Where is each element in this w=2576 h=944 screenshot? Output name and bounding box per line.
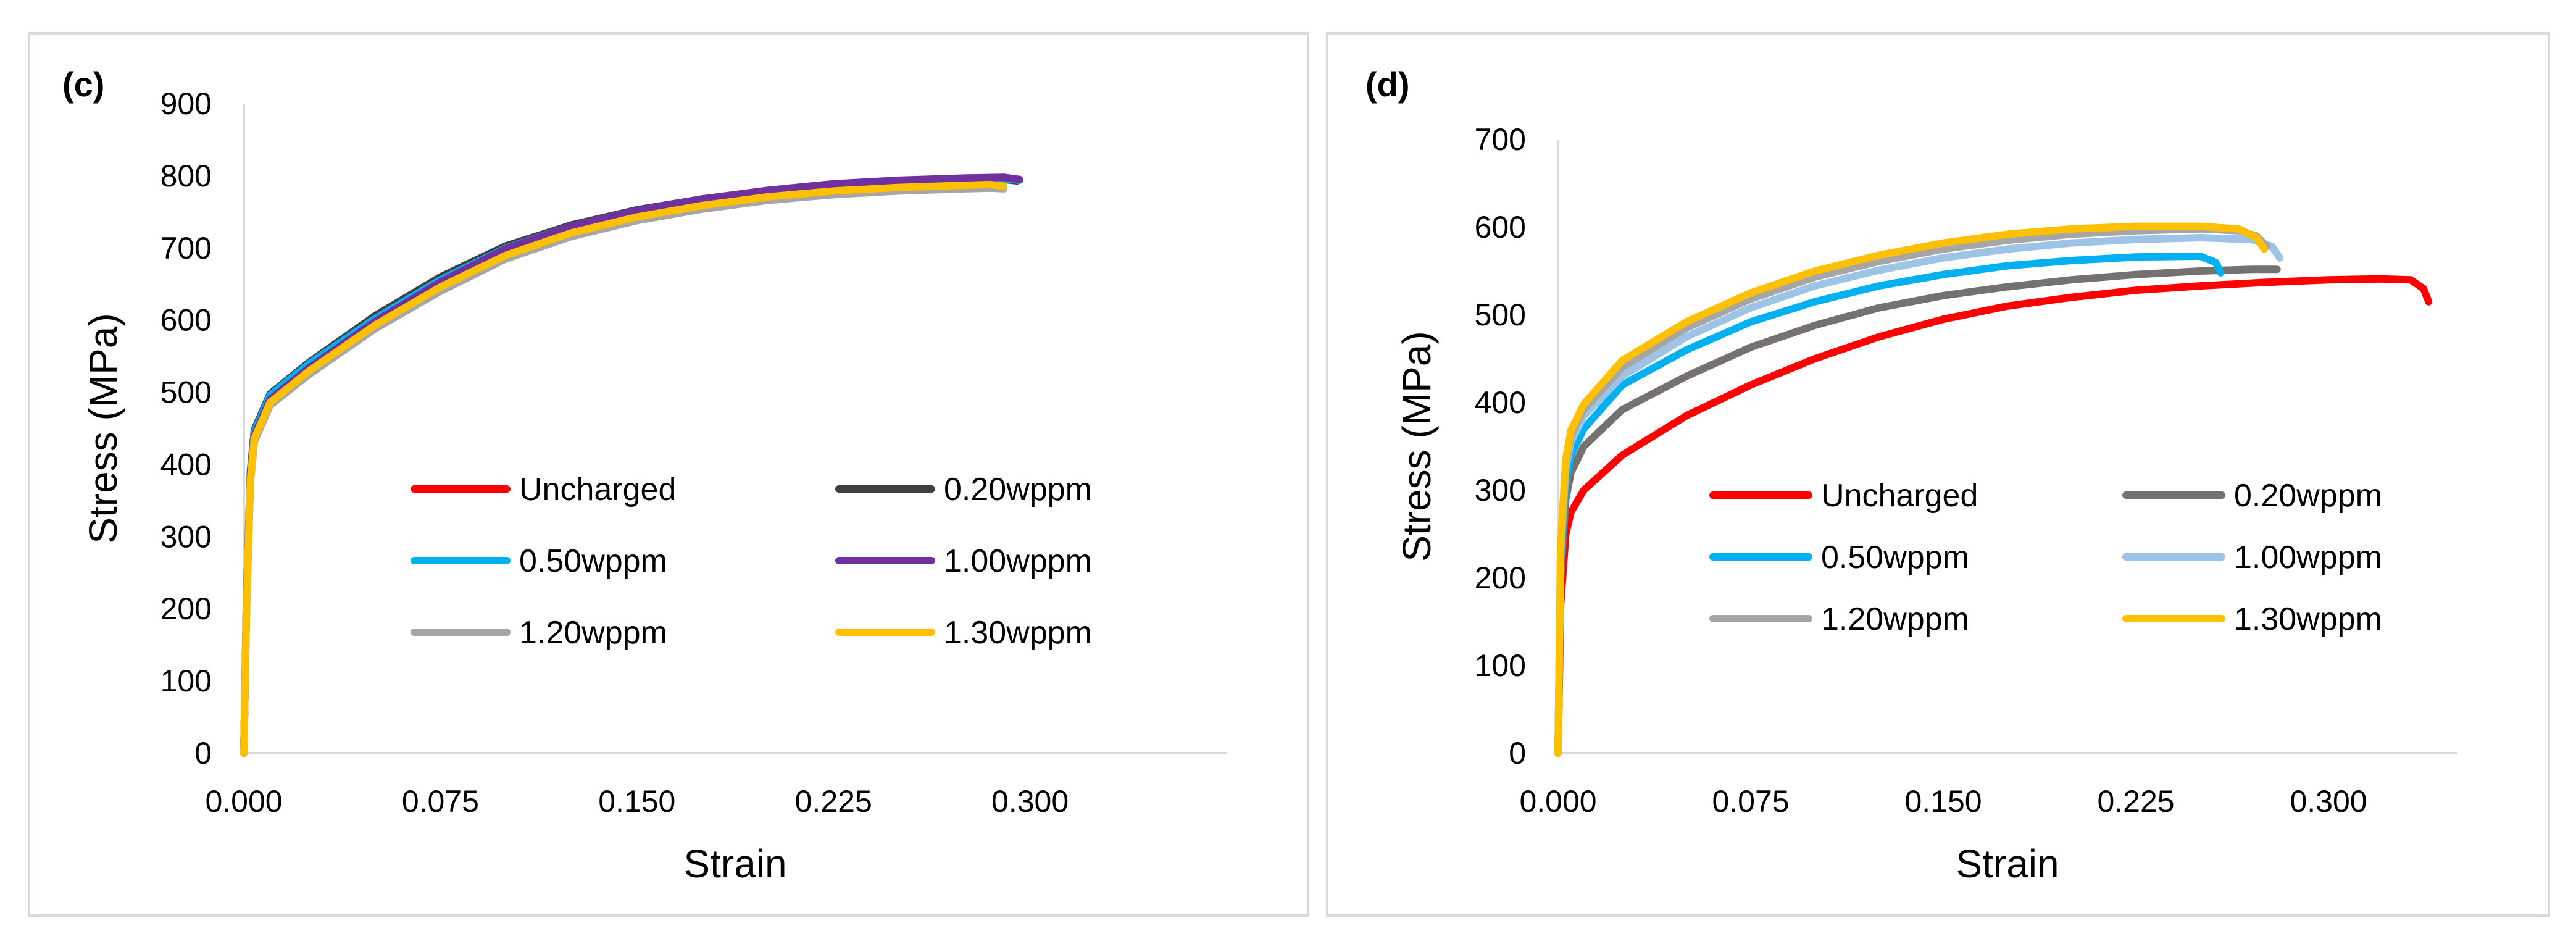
series-line-100wppm	[240, 173, 1023, 757]
x-tick-label: 0.225	[795, 784, 872, 819]
series-line-uncharged	[1554, 275, 2433, 757]
x-axis-title: Strain	[683, 842, 786, 886]
y-tick-label: 0	[194, 736, 212, 771]
series-line-130wppm	[1554, 222, 2268, 757]
chart-d-svg: (d) 0 100 200 300 400 500 600 700 0.000 0.075 0.150…	[1365, 65, 2457, 886]
legend-label: Uncharged	[519, 472, 676, 508]
x-tick-label: 0.000	[1519, 784, 1596, 819]
y-tick-label: 0	[1509, 736, 1526, 771]
legend-label: 0.50wppm	[519, 543, 667, 579]
y-tick-label: 500	[160, 375, 212, 410]
x-tick-label: 0.225	[2097, 784, 2174, 819]
series-line-130wppm	[240, 180, 1008, 757]
y-tick-label: 400	[160, 447, 212, 482]
series-line-uncharged	[240, 174, 1021, 757]
legend-label: 0.20wppm	[2234, 478, 2382, 514]
y-axis-title: Stress (MPa)	[1394, 331, 1439, 561]
panel-label-c: (c)	[62, 65, 104, 104]
series-line-120wppm	[240, 184, 1008, 757]
legend-label: 1.30wppm	[944, 615, 1092, 651]
y-tick-label: 200	[1475, 561, 1526, 595]
y-tick-label: 700	[1475, 122, 1526, 157]
chart-c-svg: (c) 0 100 200 300 400 500 600 700 800 900 0.000 0.07…	[62, 65, 1227, 886]
x-tick-label: 0.300	[991, 784, 1069, 819]
x-tick-label: 0.075	[402, 784, 479, 819]
y-tick-label: 100	[1475, 648, 1526, 683]
y-tick-label: 400	[1475, 385, 1526, 420]
x-tick-label: 0.300	[2290, 784, 2367, 819]
y-tick-label: 600	[160, 303, 212, 338]
x-tick-label: 0.075	[1712, 784, 1789, 819]
chart-panel-d: (d) 0 100 200 300 400 500 600 700 0.000 0.075 0.150…	[1326, 32, 2550, 917]
y-tick-label: 600	[1475, 210, 1526, 244]
y-tick-label: 500	[1475, 298, 1526, 332]
legend-label: 1.20wppm	[1821, 601, 1969, 637]
legend-label: Uncharged	[1821, 478, 1978, 514]
y-tick-label: 200	[160, 591, 212, 626]
y-tick-label: 300	[160, 519, 212, 554]
chart-panel-c: (c) 0 100 200 300 400 500 600 700 800 900 0.000 0.07…	[28, 32, 1309, 917]
y-tick-label: 800	[160, 159, 212, 193]
y-tick-label: 100	[160, 664, 212, 698]
panel-label-d: (d)	[1365, 65, 1410, 104]
x-tick-label: 0.150	[598, 784, 675, 819]
legend-label: 0.50wppm	[1821, 540, 1969, 575]
legend-label: 1.20wppm	[519, 615, 667, 651]
legend-label: 1.30wppm	[2234, 601, 2382, 637]
y-tick-label: 300	[1475, 473, 1526, 508]
series-line-020wppm	[240, 175, 1021, 757]
legend-label: 1.00wppm	[2234, 540, 2382, 575]
y-axis-title: Stress (MPa)	[81, 313, 125, 543]
legend-label: 1.00wppm	[944, 543, 1092, 579]
y-tick-label: 900	[160, 86, 212, 121]
x-tick-label: 0.000	[205, 784, 282, 819]
x-axis-title: Strain	[1956, 842, 2059, 886]
series-line-050wppm	[240, 175, 1023, 757]
x-tick-label: 0.150	[1904, 784, 1982, 819]
y-tick-label: 700	[160, 231, 212, 265]
legend-label: 0.20wppm	[944, 472, 1092, 508]
